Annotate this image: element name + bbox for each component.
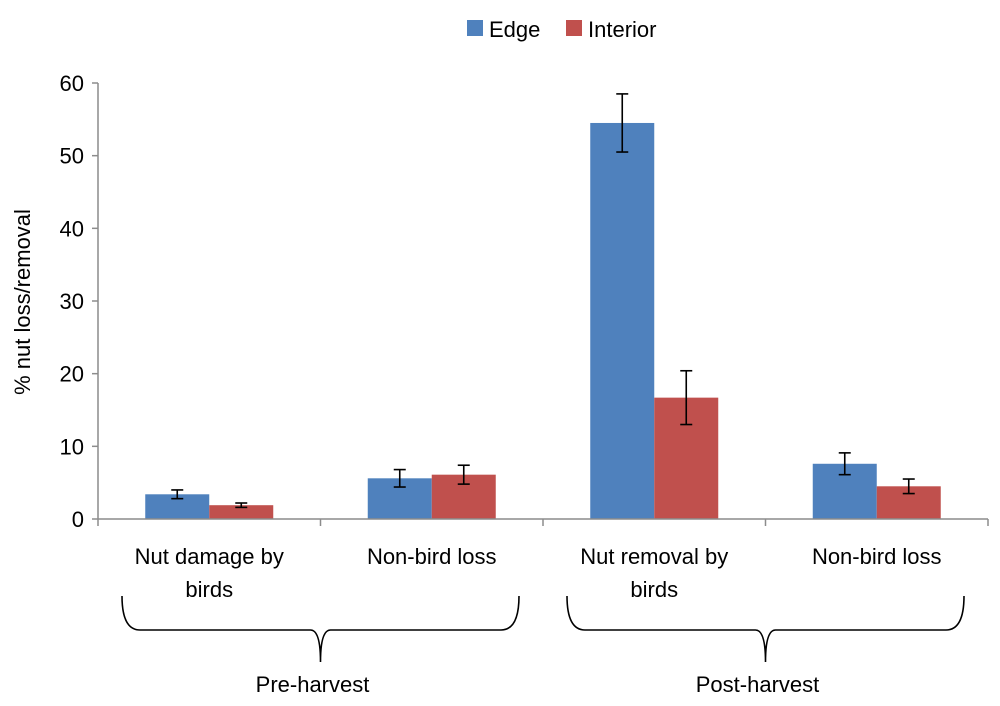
y-tick-label: 0 bbox=[72, 507, 84, 532]
group-label: Pre-harvest bbox=[256, 672, 370, 697]
y-axis-ticks: 0 10 20 30 40 50 60 bbox=[60, 71, 98, 532]
error-bars bbox=[171, 93, 915, 509]
group-bracket bbox=[566, 595, 965, 663]
legend-label-interior: Interior bbox=[588, 17, 656, 42]
category-label: Non-bird loss bbox=[812, 544, 942, 569]
category-label: Nut removal by bbox=[580, 544, 728, 569]
x-axis-ticks bbox=[97, 519, 989, 526]
group-bracket bbox=[121, 595, 520, 663]
bar-interior-0 bbox=[209, 505, 274, 519]
category-labels: Nut damage by birds Non-bird loss Nut remov… bbox=[135, 544, 942, 602]
category-label: birds bbox=[630, 577, 678, 602]
bar-edge-2 bbox=[590, 122, 655, 519]
y-tick-label: 60 bbox=[60, 71, 84, 96]
category-label: Nut damage by bbox=[135, 544, 284, 569]
legend: Edge Interior bbox=[467, 17, 656, 42]
bars bbox=[145, 122, 941, 519]
y-tick-label: 50 bbox=[60, 144, 84, 169]
group-label: Post-harvest bbox=[696, 672, 820, 697]
legend-swatch-interior bbox=[566, 20, 582, 36]
category-label: Non-bird loss bbox=[367, 544, 497, 569]
group-brackets: Pre-harvest Post-harvest bbox=[121, 595, 965, 697]
y-tick-label: 40 bbox=[60, 216, 84, 241]
category-label: birds bbox=[185, 577, 233, 602]
legend-label-edge: Edge bbox=[489, 17, 540, 42]
y-tick-label: 20 bbox=[60, 362, 84, 387]
legend-swatch-edge bbox=[467, 20, 483, 36]
y-axis-label: % nut loss/removal bbox=[10, 209, 35, 395]
y-tick-label: 10 bbox=[60, 434, 84, 459]
y-tick-label: 30 bbox=[60, 289, 84, 314]
